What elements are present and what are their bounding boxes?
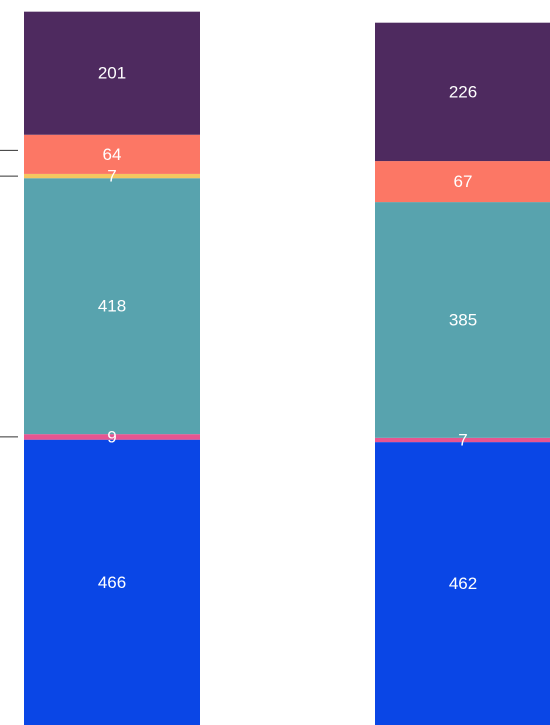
- data-label-s4-c1: 67: [454, 172, 473, 191]
- bar-segment-s0-c0: [24, 439, 200, 725]
- data-label-s2-c1: 385: [449, 310, 477, 329]
- data-label-s2-c0: 418: [98, 297, 126, 316]
- data-labels-layer: 466 462 9 7 418 385 7 64 67 201 226: [98, 64, 477, 593]
- bar-segment-s1-c0: [24, 434, 200, 440]
- bar-segment-s5-c1: [375, 22, 550, 162]
- bar-segment-s3-c0: [24, 173, 200, 179]
- bar-segment-s4-c0: [24, 134, 200, 174]
- data-label-s5-c0: 201: [98, 64, 126, 83]
- data-label-s0-c0: 466: [98, 573, 126, 592]
- bars-layer: [24, 11, 550, 725]
- bar-segment-s5-c0: [24, 11, 200, 135]
- data-label-s3-c0: 7: [107, 167, 116, 186]
- bar-segment-s2-c1: [375, 202, 550, 438]
- bar-segment-s4-c1: [375, 161, 550, 203]
- leader-lines-layer: [0, 149, 18, 438]
- data-label-s5-c1: 226: [449, 82, 477, 101]
- data-label-s4-c0: 64: [103, 145, 122, 164]
- bar-segment-s1-c1: [375, 437, 550, 443]
- data-label-s0-c1: 462: [449, 574, 477, 593]
- bar-segment-s0-c1: [375, 442, 550, 725]
- bar-segment-s2-c0: [24, 178, 200, 435]
- data-label-s1-c1: 7: [458, 430, 467, 449]
- data-label-s1-c0: 9: [107, 427, 116, 446]
